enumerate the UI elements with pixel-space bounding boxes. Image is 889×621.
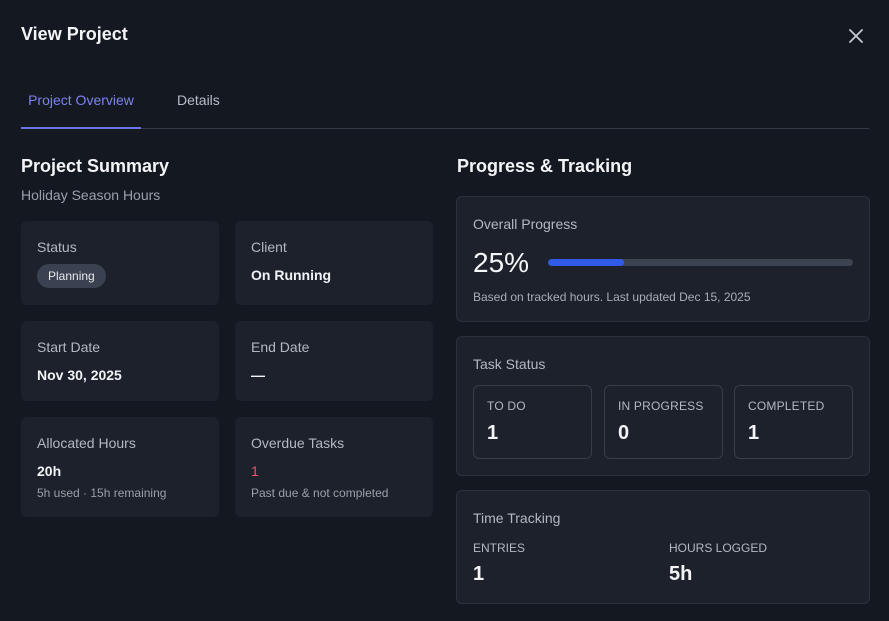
hours-logged-label: HOURS LOGGED xyxy=(669,541,768,555)
overdue-tasks-note: Past due & not completed xyxy=(251,486,389,500)
todo-box: TO DO 1 xyxy=(473,385,592,459)
client-label: Client xyxy=(251,239,287,255)
end-date-value: — xyxy=(251,367,265,383)
allocated-hours-label: Allocated Hours xyxy=(37,435,136,451)
end-date-card: End Date — xyxy=(235,321,433,401)
time-tracking-panel: Time Tracking ENTRIES 1 HOURS LOGGED 5h xyxy=(456,490,870,604)
progress-note: Based on tracked hours. Last updated Dec… xyxy=(473,290,751,304)
status-label: Status xyxy=(37,239,77,255)
status-card: Status Planning xyxy=(21,221,219,305)
client-card: Client On Running xyxy=(235,221,433,305)
todo-count: 1 xyxy=(487,422,499,444)
allocated-hours-note: 5h used · 15h remaining xyxy=(37,486,167,500)
overall-progress-panel: Overall Progress 25% Based on tracked ho… xyxy=(456,196,870,322)
overdue-tasks-label: Overdue Tasks xyxy=(251,435,345,451)
tab-project-overview[interactable]: Project Overview xyxy=(21,86,141,129)
start-date-label: Start Date xyxy=(37,339,101,355)
in-progress-count: 0 xyxy=(618,422,630,444)
hours-logged-value: 5h xyxy=(669,563,693,585)
todo-label: TO DO xyxy=(487,399,526,413)
entries-label: ENTRIES xyxy=(473,541,526,555)
overdue-tasks-card: Overdue Tasks 1 Past due & not completed xyxy=(235,417,433,517)
task-status-label: Task Status xyxy=(473,356,546,372)
entries-value: 1 xyxy=(473,563,485,585)
completed-count: 1 xyxy=(748,422,760,444)
overall-progress-label: Overall Progress xyxy=(473,216,578,232)
tab-bar: Project Overview Details xyxy=(21,86,869,129)
status-badge: Planning xyxy=(37,264,106,288)
completed-label: COMPLETED xyxy=(748,399,825,413)
start-date-value: Nov 30, 2025 xyxy=(37,367,122,383)
project-summary-title: Project Summary xyxy=(21,156,170,176)
in-progress-box: IN PROGRESS 0 xyxy=(604,385,723,459)
completed-box: COMPLETED 1 xyxy=(734,385,853,459)
task-status-panel: Task Status TO DO 1 IN PROGRESS 0 COMPLE… xyxy=(456,336,870,476)
project-name: Holiday Season Hours xyxy=(21,187,161,203)
allocated-hours-value: 20h xyxy=(37,463,62,479)
progress-bar-fill xyxy=(548,259,625,266)
end-date-label: End Date xyxy=(251,339,310,355)
close-button[interactable] xyxy=(845,25,867,47)
in-progress-label: IN PROGRESS xyxy=(618,399,704,413)
modal-title: View Project xyxy=(21,24,128,44)
start-date-card: Start Date Nov 30, 2025 xyxy=(21,321,219,401)
allocated-hours-card: Allocated Hours 20h 5h used · 15h remain… xyxy=(21,417,219,517)
tab-details[interactable]: Details xyxy=(177,92,220,108)
client-value: On Running xyxy=(251,267,332,283)
close-icon[interactable] xyxy=(845,25,867,47)
overdue-tasks-value: 1 xyxy=(251,463,259,479)
progress-tracking-title: Progress & Tracking xyxy=(457,156,633,176)
overall-progress-percent: 25% xyxy=(473,247,530,278)
progress-bar xyxy=(548,259,853,266)
time-tracking-label: Time Tracking xyxy=(473,510,561,526)
